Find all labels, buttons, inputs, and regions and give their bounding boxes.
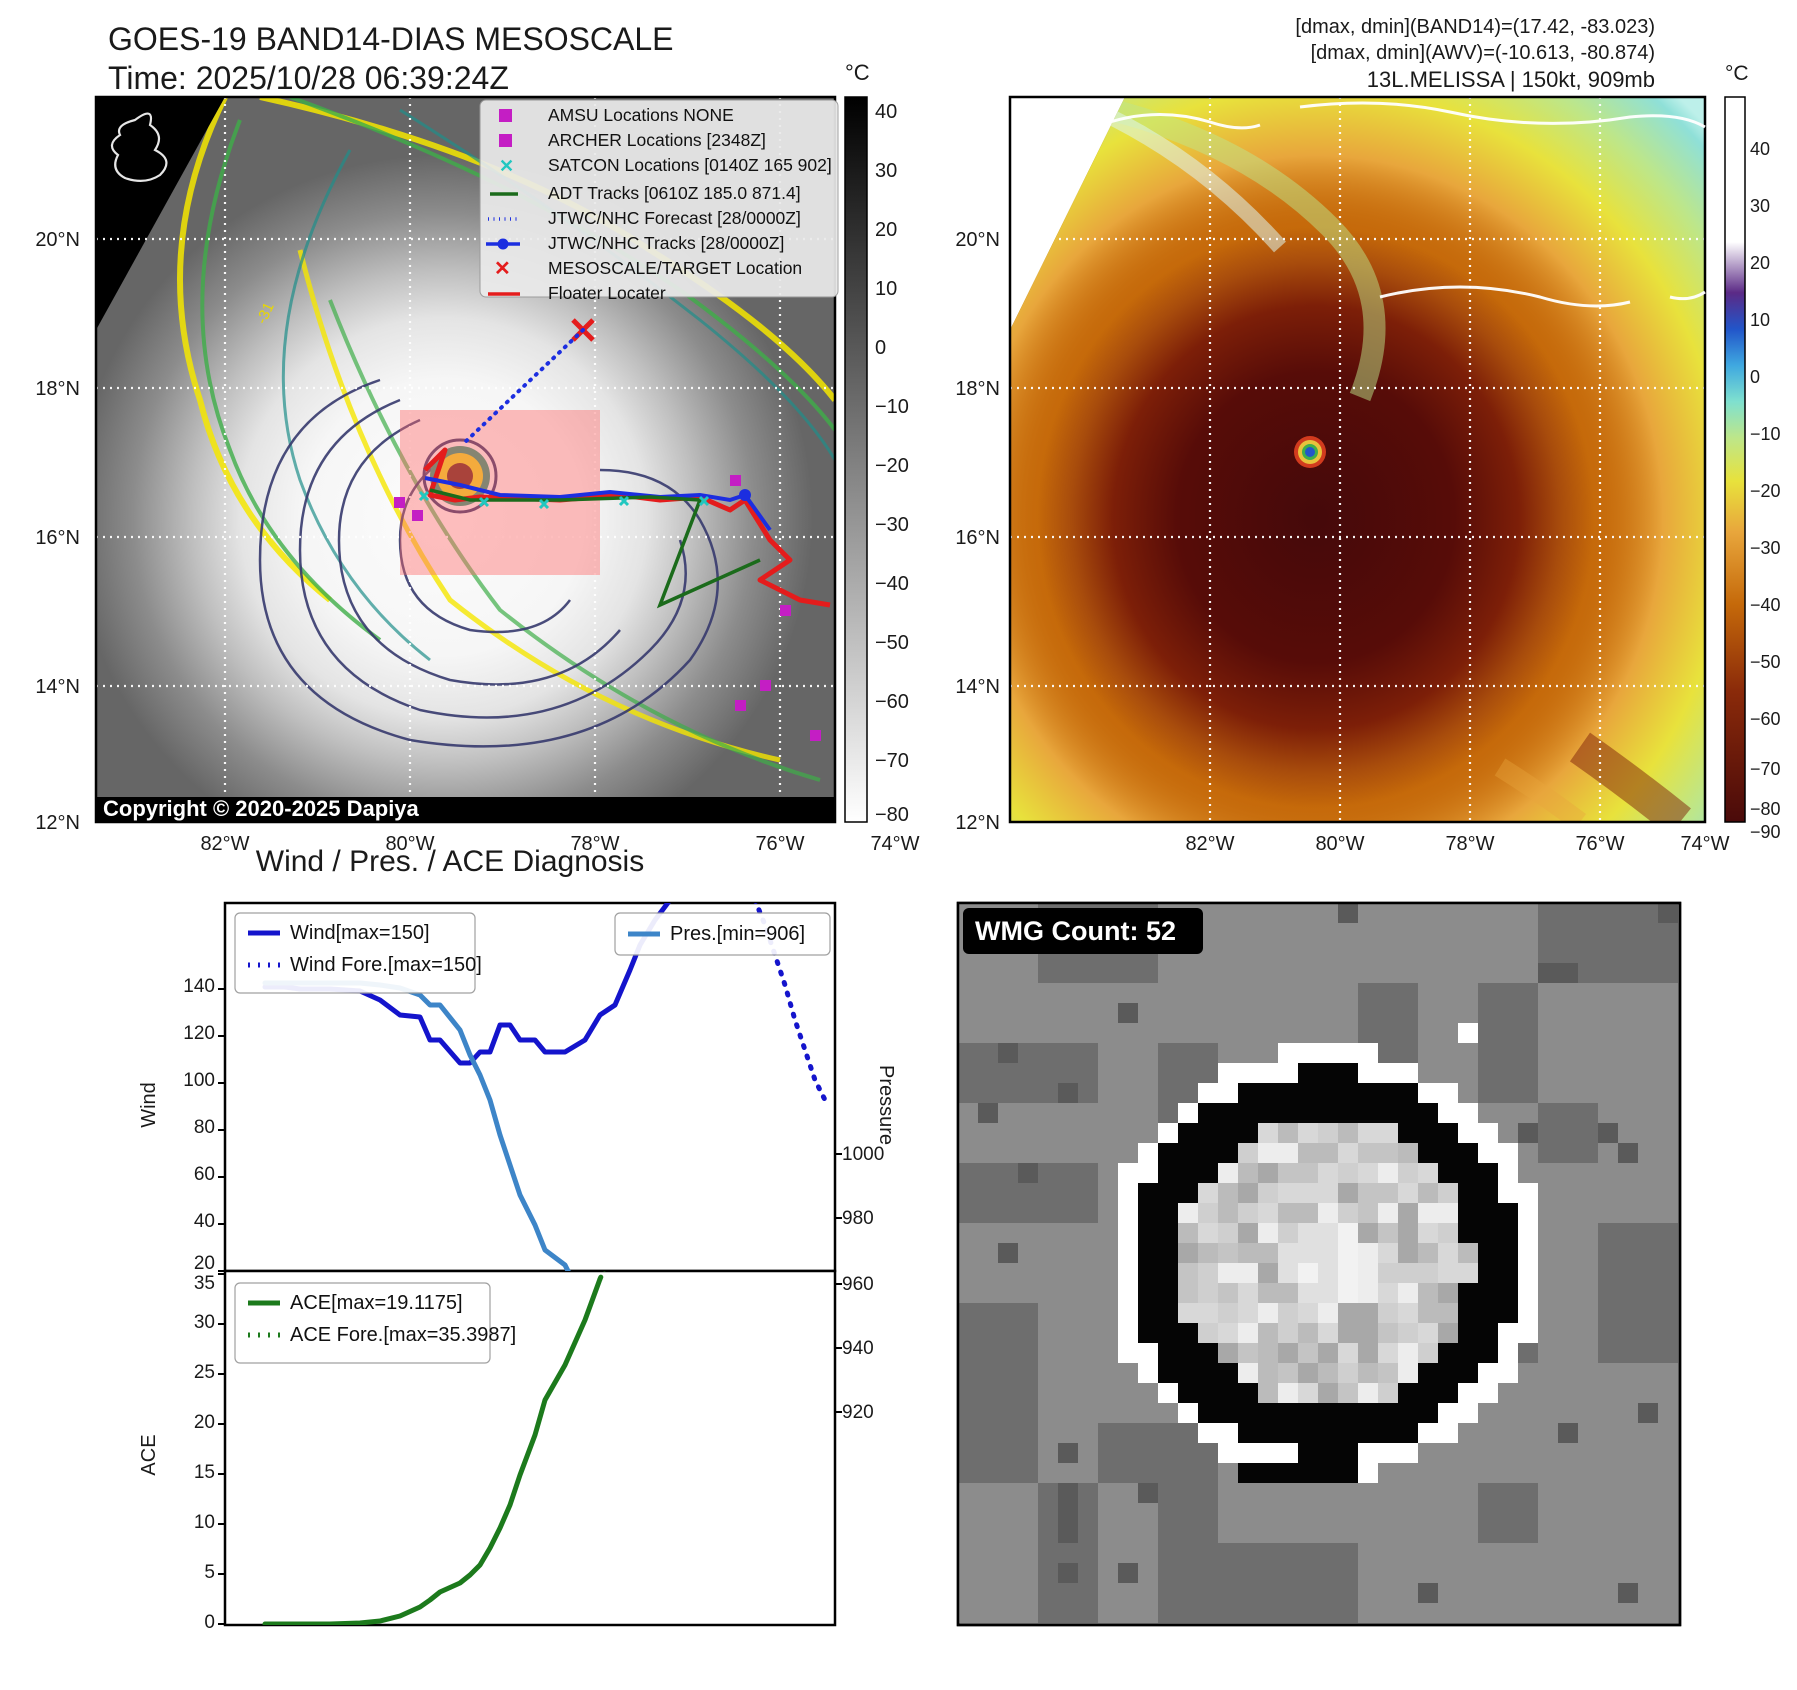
svg-text:20: 20 — [875, 219, 897, 241]
svg-text:30: 30 — [194, 1312, 215, 1333]
svg-text:960: 960 — [842, 1274, 874, 1295]
svg-text:20: 20 — [194, 1253, 215, 1274]
svg-text:20: 20 — [1750, 253, 1770, 273]
svg-text:✕: ✕ — [494, 258, 511, 280]
svg-text:30: 30 — [1750, 196, 1770, 216]
svg-text:ARCHER Locations [2348Z]: ARCHER Locations [2348Z] — [548, 130, 766, 150]
svg-text:1000: 1000 — [842, 1144, 884, 1165]
svg-text:40: 40 — [1750, 139, 1770, 159]
svg-text:18°N: 18°N — [35, 378, 80, 400]
svg-text:Floater Locater: Floater Locater — [548, 283, 666, 303]
svg-text:SATCON Locations [0140Z 165 90: SATCON Locations [0140Z 165 902] — [548, 155, 832, 175]
svg-text:−10: −10 — [1750, 424, 1781, 444]
svg-text:−30: −30 — [1750, 538, 1781, 558]
svg-text:ACE[max=19.1175]: ACE[max=19.1175] — [290, 1292, 463, 1314]
svg-text:14°N: 14°N — [955, 676, 1000, 698]
svg-text:°C: °C — [1725, 62, 1749, 85]
svg-text:140: 140 — [183, 976, 215, 997]
svg-text:80: 80 — [194, 1117, 215, 1138]
svg-text:12°N: 12°N — [35, 812, 80, 834]
svg-text:0: 0 — [1750, 367, 1760, 387]
svg-text:40: 40 — [875, 101, 897, 123]
svg-text:ACE Fore.[max=35.3987]: ACE Fore.[max=35.3987] — [290, 1324, 516, 1346]
svg-text:20: 20 — [194, 1412, 215, 1433]
svg-text:920: 920 — [842, 1402, 874, 1423]
svg-text:Copyright © 2020-2025 Dapiya: Copyright © 2020-2025 Dapiya — [103, 796, 420, 821]
svg-text:18°N: 18°N — [955, 378, 1000, 400]
svg-text:−80: −80 — [1750, 799, 1781, 819]
svg-text:980: 980 — [842, 1208, 874, 1229]
svg-text:30: 30 — [875, 160, 897, 182]
svg-text:60: 60 — [194, 1164, 215, 1185]
svg-text:16°N: 16°N — [35, 527, 80, 549]
svg-text:16°N: 16°N — [955, 527, 1000, 549]
svg-text:−50: −50 — [1750, 652, 1781, 672]
svg-text:12°N: 12°N — [955, 812, 1000, 834]
svg-text:14°N: 14°N — [35, 676, 80, 698]
svg-text:10: 10 — [194, 1512, 215, 1533]
svg-text:MESOSCALE/TARGET Location: MESOSCALE/TARGET Location — [548, 258, 802, 278]
svg-text:40: 40 — [194, 1211, 215, 1232]
svg-text:Pres.[min=906]: Pres.[min=906] — [670, 923, 805, 945]
svg-text:5: 5 — [204, 1562, 215, 1583]
svg-text:ADT Tracks [0610Z 185.0 871.4]: ADT Tracks [0610Z 185.0 871.4] — [548, 183, 801, 203]
svg-text:ACE: ACE — [138, 1434, 160, 1475]
svg-text:120: 120 — [183, 1023, 215, 1044]
svg-text:15: 15 — [194, 1462, 215, 1483]
svg-text:Wind Fore.[max=150]: Wind Fore.[max=150] — [290, 954, 482, 976]
svg-text:JTWC/NHC Tracks [28/0000Z]: JTWC/NHC Tracks [28/0000Z] — [548, 233, 784, 253]
svg-text:940: 940 — [842, 1338, 874, 1359]
svg-text:JTWC/NHC Forecast [28/0000Z]: JTWC/NHC Forecast [28/0000Z] — [548, 208, 801, 228]
svg-text:Wind[max=150]: Wind[max=150] — [290, 922, 430, 944]
svg-text:20°N: 20°N — [955, 229, 1000, 251]
svg-text:AMSU Locations NONE: AMSU Locations NONE — [548, 105, 734, 125]
svg-text:✕: ✕ — [499, 156, 514, 176]
svg-text:−90: −90 — [1750, 822, 1781, 842]
svg-text:10: 10 — [875, 278, 897, 300]
svg-text:20°N: 20°N — [35, 229, 80, 251]
svg-text:−60: −60 — [1750, 709, 1781, 729]
svg-text:25: 25 — [194, 1362, 215, 1383]
svg-text:100: 100 — [183, 1070, 215, 1091]
svg-text:°C: °C — [845, 60, 870, 85]
svg-text:Wind: Wind — [138, 1082, 160, 1128]
svg-text:−20: −20 — [1750, 481, 1781, 501]
svg-text:35: 35 — [194, 1273, 215, 1294]
svg-text:WMG Count: 52: WMG Count: 52 — [975, 916, 1176, 946]
svg-text:Pressure: Pressure — [875, 1065, 897, 1145]
svg-text:−70: −70 — [1750, 759, 1781, 779]
svg-text:−40: −40 — [1750, 595, 1781, 615]
svg-text:0: 0 — [204, 1612, 215, 1633]
svg-text:0: 0 — [875, 337, 886, 359]
svg-text:10: 10 — [1750, 310, 1770, 330]
